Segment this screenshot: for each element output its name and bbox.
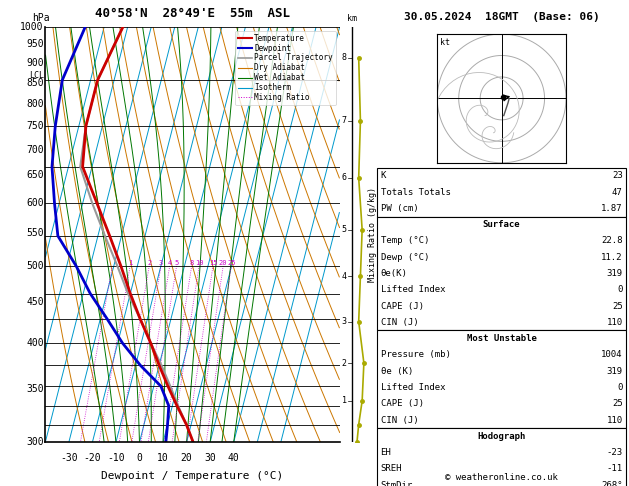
- Text: LCL: LCL: [29, 71, 44, 80]
- Text: 850: 850: [26, 78, 44, 88]
- Text: 4: 4: [342, 272, 347, 280]
- Text: Totals Totals: Totals Totals: [381, 188, 450, 197]
- Text: CIN (J): CIN (J): [381, 318, 418, 327]
- Text: 110: 110: [606, 318, 623, 327]
- Text: 700: 700: [26, 145, 44, 155]
- Text: 15: 15: [209, 260, 217, 266]
- Text: 30.05.2024  18GMT  (Base: 06): 30.05.2024 18GMT (Base: 06): [404, 12, 599, 22]
- Text: 25: 25: [227, 260, 235, 266]
- Text: 900: 900: [26, 58, 44, 68]
- Legend: Temperature, Dewpoint, Parcel Trajectory, Dry Adiabat, Wet Adiabat, Isotherm, Mi: Temperature, Dewpoint, Parcel Trajectory…: [235, 31, 336, 105]
- Text: 5: 5: [174, 260, 179, 266]
- Text: θe (K): θe (K): [381, 366, 413, 376]
- Text: 1.87: 1.87: [601, 204, 623, 213]
- Text: 319: 319: [606, 269, 623, 278]
- Text: 1: 1: [128, 260, 132, 266]
- Text: 10: 10: [195, 260, 203, 266]
- Text: 40°58'N  28°49'E  55m  ASL: 40°58'N 28°49'E 55m ASL: [95, 7, 290, 20]
- Text: CIN (J): CIN (J): [381, 416, 418, 425]
- Text: CAPE (J): CAPE (J): [381, 399, 423, 408]
- Text: 3: 3: [342, 317, 347, 326]
- Text: 0: 0: [617, 285, 623, 295]
- Text: 500: 500: [26, 261, 44, 271]
- Text: 300: 300: [26, 437, 44, 447]
- Text: 750: 750: [26, 121, 44, 131]
- Text: 8: 8: [342, 53, 347, 62]
- Text: 10: 10: [157, 452, 169, 463]
- Text: 0: 0: [136, 452, 142, 463]
- Text: km: km: [347, 14, 357, 23]
- Text: 350: 350: [26, 384, 44, 394]
- Text: 6: 6: [342, 174, 347, 182]
- Text: 40: 40: [228, 452, 240, 463]
- Text: © weatheronline.co.uk: © weatheronline.co.uk: [445, 473, 558, 482]
- Text: 5: 5: [342, 225, 347, 234]
- Text: θe(K): θe(K): [381, 269, 408, 278]
- Text: Temp (°C): Temp (°C): [381, 236, 429, 245]
- Text: StmDir: StmDir: [381, 481, 413, 486]
- Text: -10: -10: [107, 452, 125, 463]
- Text: 25: 25: [612, 301, 623, 311]
- Text: -30: -30: [60, 452, 77, 463]
- Text: Hodograph: Hodograph: [477, 432, 526, 441]
- Text: 47: 47: [612, 188, 623, 197]
- Text: Pressure (mb): Pressure (mb): [381, 350, 450, 360]
- Text: 1000: 1000: [20, 22, 44, 32]
- Text: kt: kt: [440, 38, 450, 47]
- Text: 550: 550: [26, 228, 44, 238]
- Text: 0: 0: [617, 383, 623, 392]
- Text: 22.8: 22.8: [601, 236, 623, 245]
- Text: 3: 3: [159, 260, 163, 266]
- Text: 4: 4: [167, 260, 172, 266]
- Text: 1004: 1004: [601, 350, 623, 360]
- Text: hPa: hPa: [32, 13, 50, 22]
- Text: Dewpoint / Temperature (°C): Dewpoint / Temperature (°C): [101, 471, 284, 481]
- Text: Dewp (°C): Dewp (°C): [381, 253, 429, 262]
- Text: 600: 600: [26, 198, 44, 208]
- Text: PW (cm): PW (cm): [381, 204, 418, 213]
- Text: 20: 20: [181, 452, 192, 463]
- Text: Most Unstable: Most Unstable: [467, 334, 537, 343]
- Text: -20: -20: [84, 452, 101, 463]
- Text: 11.2: 11.2: [601, 253, 623, 262]
- Text: 23: 23: [612, 171, 623, 180]
- Text: 7: 7: [342, 116, 347, 125]
- Text: 2: 2: [342, 359, 347, 367]
- Text: 450: 450: [26, 297, 44, 307]
- Text: Lifted Index: Lifted Index: [381, 383, 445, 392]
- Text: 800: 800: [26, 99, 44, 109]
- Text: 950: 950: [26, 39, 44, 50]
- Text: -23: -23: [606, 448, 623, 457]
- Text: -11: -11: [606, 464, 623, 473]
- Text: CAPE (J): CAPE (J): [381, 301, 423, 311]
- Text: K: K: [381, 171, 386, 180]
- Text: Lifted Index: Lifted Index: [381, 285, 445, 295]
- Text: 319: 319: [606, 366, 623, 376]
- Text: 30: 30: [204, 452, 216, 463]
- Text: 400: 400: [26, 338, 44, 348]
- Text: 20: 20: [219, 260, 228, 266]
- Text: 1: 1: [342, 397, 347, 405]
- Text: EH: EH: [381, 448, 391, 457]
- Text: 2: 2: [147, 260, 152, 266]
- Text: Mixing Ratio (g/kg): Mixing Ratio (g/kg): [368, 187, 377, 282]
- Text: 268°: 268°: [601, 481, 623, 486]
- Text: 25: 25: [612, 399, 623, 408]
- Text: 110: 110: [606, 416, 623, 425]
- Text: 8: 8: [189, 260, 194, 266]
- Text: SREH: SREH: [381, 464, 402, 473]
- Text: 650: 650: [26, 171, 44, 180]
- Text: Surface: Surface: [483, 220, 520, 229]
